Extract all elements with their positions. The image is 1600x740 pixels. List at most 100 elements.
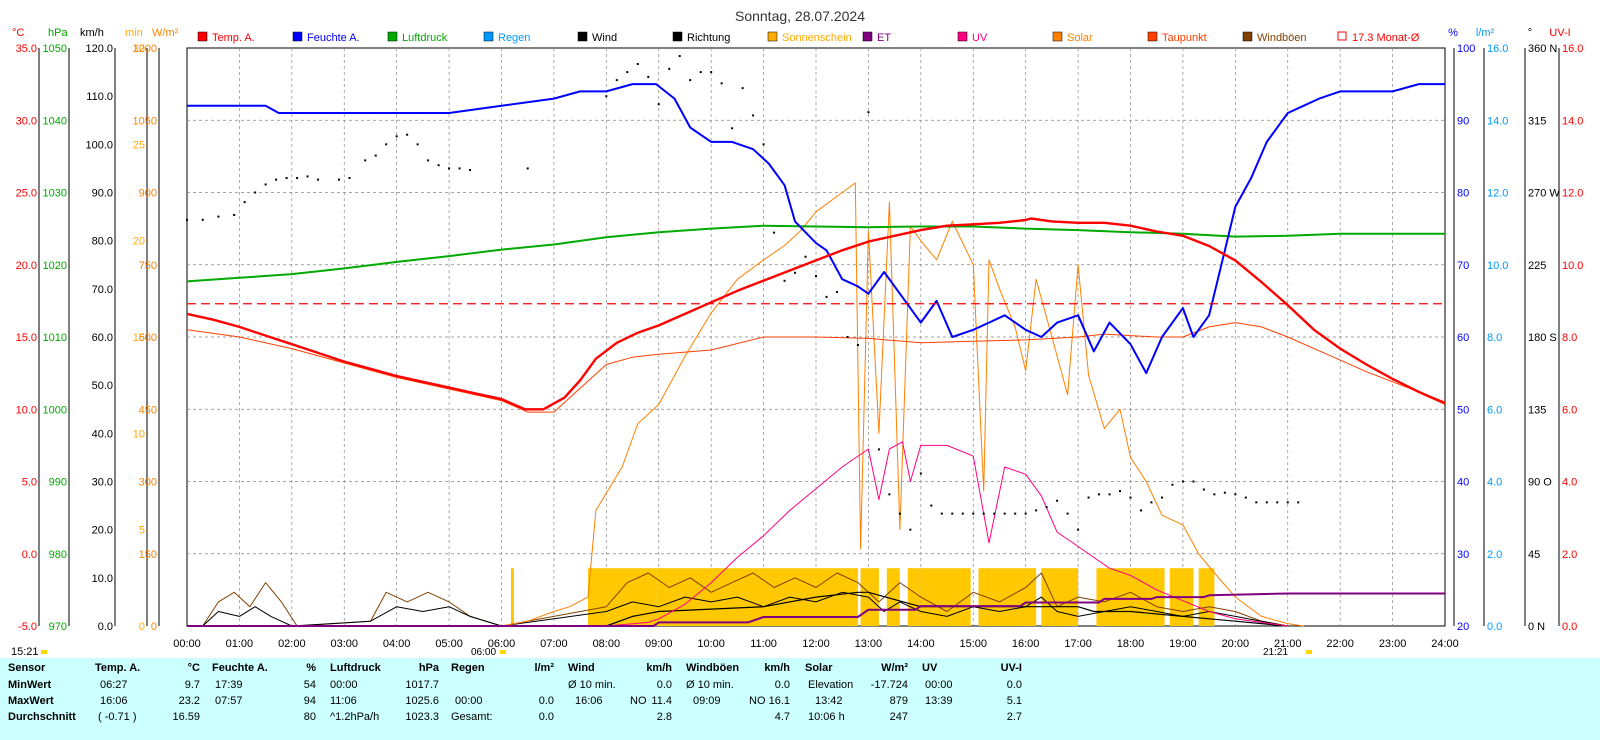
- stats-wind-value: 11.4: [651, 695, 672, 707]
- stats-header-hum: Feuchte A.: [212, 662, 268, 674]
- legend-swatch: [1147, 31, 1158, 42]
- stats-solar-time: Elevation: [808, 679, 854, 691]
- direction-point: [416, 143, 419, 146]
- solar-line: [187, 182, 1304, 627]
- axis-tick-label: 980: [49, 549, 67, 561]
- axis-tick-label: 4.0: [1562, 477, 1577, 489]
- stats-press-value: 1017.7: [405, 679, 439, 691]
- sunrise-marker: [500, 650, 506, 654]
- x-tick-label: 24:00: [1431, 638, 1459, 650]
- x-tick-label: 19:00: [1169, 638, 1197, 650]
- direction-point: [877, 448, 880, 451]
- axis-tick-label: 6.0: [1562, 404, 1577, 416]
- stats-header-gust-unit: km/h: [764, 662, 790, 674]
- direction-point: [1087, 496, 1090, 499]
- axis-tick-label: 100: [1457, 43, 1475, 55]
- direction-point: [982, 512, 985, 515]
- chart-title: Sonntag, 28.07.2024: [735, 8, 865, 24]
- stats-uv-time: 13:39: [925, 695, 953, 707]
- axis-tick-label: 300: [139, 477, 157, 489]
- legend-label: Wind: [592, 32, 617, 44]
- x-tick-label: 09:00: [645, 638, 673, 650]
- axis-unit-label: °C: [12, 27, 24, 39]
- direction-point: [395, 135, 398, 138]
- axis-tick-label: 315: [1528, 115, 1546, 127]
- x-tick-label: 08:00: [593, 638, 621, 650]
- axis-tick-label: 2.0: [1562, 549, 1577, 561]
- axis-tick-label: 1040: [43, 115, 67, 127]
- axis-tick-label: 5: [139, 525, 145, 537]
- axis-tick-label: 1200: [133, 43, 157, 55]
- axis-tick-label: 30: [133, 43, 145, 55]
- axis-tick-label: 600: [139, 332, 157, 344]
- direction-point: [1139, 509, 1142, 512]
- stats-hum-value: 80: [303, 711, 316, 723]
- x-tick-label: 12:00: [802, 638, 830, 650]
- axis-tick-label: 900: [139, 188, 157, 200]
- direction-point: [427, 159, 430, 162]
- stats-temp-value: 16.59: [172, 711, 200, 723]
- direction-point: [888, 493, 891, 496]
- legend-label: UV: [972, 32, 988, 44]
- stats-press-time: 00:00: [330, 679, 358, 691]
- axis-tick-label: 110.0: [86, 91, 113, 103]
- direction-point: [217, 215, 220, 218]
- legend-swatch: [957, 31, 968, 42]
- direction-point: [1213, 493, 1216, 496]
- direction-point: [741, 87, 744, 90]
- direction-point: [233, 213, 236, 216]
- direction-point: [647, 75, 650, 78]
- stats-header-temp-unit: °C: [187, 662, 200, 674]
- legend-swatch: [672, 31, 683, 42]
- axis-tick-label: 80.0: [92, 236, 113, 248]
- direction-point: [1255, 501, 1258, 504]
- stats-solar-value: 879: [889, 695, 908, 707]
- direction-point: [1077, 528, 1080, 531]
- stats-gust-dir: NO: [749, 695, 766, 707]
- axis-tick-label: 90.0: [92, 188, 113, 200]
- direction-point: [657, 103, 660, 106]
- stats-header-gust: Windböen: [686, 662, 740, 674]
- axis-tick-label: 225: [1528, 260, 1546, 272]
- direction-point: [940, 512, 943, 515]
- sunshine-bar: [886, 568, 900, 626]
- direction-point: [689, 79, 692, 82]
- axis-tick-label: 0.0: [22, 549, 37, 561]
- direction-point: [1150, 501, 1153, 504]
- direction-point: [930, 504, 933, 507]
- direction-point: [815, 274, 817, 277]
- axis-tick-label: -5.0: [18, 621, 37, 633]
- direction-point: [1192, 480, 1195, 483]
- direction-point: [1202, 488, 1205, 491]
- stats-hum-time: 07:57: [215, 695, 243, 707]
- direction-point: [794, 271, 797, 274]
- direction-point: [1119, 490, 1122, 493]
- stats-wind-time: Ø 10 min.: [568, 679, 616, 691]
- legend-swatch: [862, 31, 873, 42]
- stats-hum-value: 94: [303, 695, 316, 707]
- legend-swatch: [1242, 31, 1253, 42]
- axis-tick-label: 12.0: [1562, 188, 1583, 200]
- axis-tick-label: 14.0: [1487, 115, 1508, 127]
- direction-point: [254, 191, 257, 194]
- direction-point: [972, 512, 975, 515]
- axis-tick-label: 70.0: [92, 284, 113, 296]
- axis-tick-label: 14.0: [1562, 115, 1583, 127]
- direction-point: [385, 143, 388, 146]
- axis-tick-label: 6.0: [1487, 404, 1502, 416]
- direction-point: [1098, 493, 1101, 496]
- stats-uv-value: 0.0: [1006, 679, 1022, 691]
- direction-point: [867, 111, 870, 114]
- direction-point: [374, 154, 377, 157]
- legend: Temp. A. Feuchte A. Luftdruck Regen Wind Rich…: [197, 31, 1420, 44]
- axis-tick-label: 0.0: [1487, 621, 1502, 633]
- direction-point: [699, 71, 702, 74]
- stats-header-temp: Temp. A.: [95, 662, 141, 674]
- stats-header-solar: Solar: [805, 662, 833, 674]
- legend-label: Windböen: [1257, 32, 1307, 44]
- direction-point: [762, 143, 765, 146]
- direction-point: [1056, 499, 1059, 502]
- stats-row-label: Durchschnitt: [8, 711, 76, 723]
- axis-tick-label: 60: [1457, 332, 1469, 344]
- direction-point: [773, 231, 776, 234]
